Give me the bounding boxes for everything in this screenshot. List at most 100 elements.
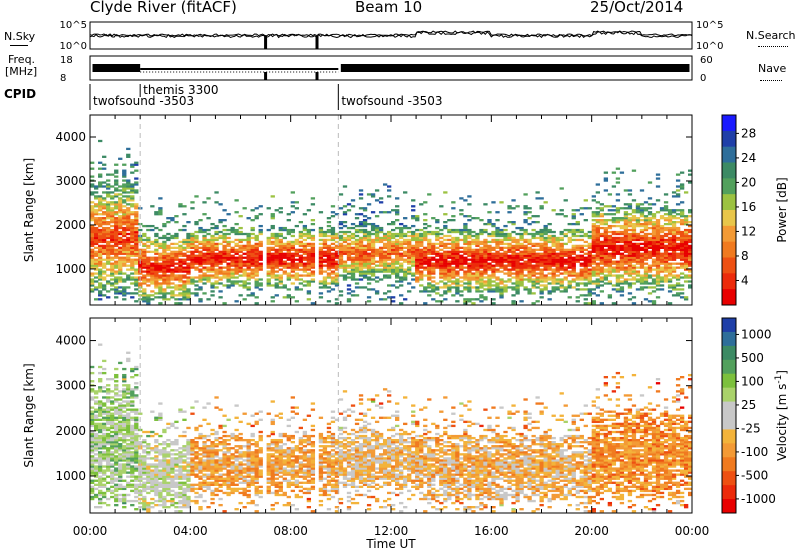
power-cell bbox=[302, 242, 308, 246]
power-cell bbox=[118, 280, 123, 283]
velocity-cell bbox=[330, 449, 336, 452]
power-cell bbox=[106, 226, 111, 230]
velocity-cell bbox=[362, 428, 368, 432]
velocity-cell bbox=[318, 449, 324, 452]
power-cell bbox=[98, 274, 103, 277]
velocity-cell bbox=[254, 479, 259, 482]
power-cell bbox=[346, 276, 352, 279]
velocity-cell bbox=[130, 443, 135, 446]
power-cell bbox=[198, 262, 203, 265]
velocity-cell bbox=[346, 465, 352, 468]
velocity-cell bbox=[190, 449, 195, 452]
power-cell bbox=[206, 254, 211, 257]
velocity-cell bbox=[110, 378, 115, 381]
power-cell bbox=[90, 209, 95, 212]
velocity-cell bbox=[306, 436, 312, 440]
velocity-cell bbox=[178, 477, 183, 480]
power-cell bbox=[102, 232, 107, 236]
power-cell bbox=[94, 197, 99, 200]
velocity-cell bbox=[150, 463, 155, 466]
velocity-cell bbox=[230, 436, 235, 440]
power-cell bbox=[266, 207, 271, 210]
velocity-cell bbox=[439, 451, 444, 454]
power-cell bbox=[150, 294, 155, 297]
power-cell bbox=[334, 276, 340, 279]
power-cell bbox=[403, 270, 408, 273]
velocity-cell bbox=[130, 376, 135, 379]
velocity-cell bbox=[435, 459, 440, 462]
power-cell bbox=[130, 238, 135, 242]
velocity-cell bbox=[154, 499, 159, 503]
velocity-cell bbox=[226, 491, 231, 495]
power-cell bbox=[386, 238, 392, 242]
velocity-cell bbox=[439, 479, 444, 482]
power-cell bbox=[90, 207, 95, 210]
power-cell bbox=[350, 290, 356, 293]
power-cell bbox=[278, 228, 283, 232]
velocity-cell bbox=[286, 495, 291, 499]
velocity-cell bbox=[146, 501, 151, 505]
power-cell bbox=[234, 262, 239, 265]
velocity-cell bbox=[154, 418, 159, 421]
power-cell bbox=[334, 282, 340, 285]
velocity-cell bbox=[294, 455, 299, 458]
power-cell bbox=[366, 288, 372, 291]
velocity-cell bbox=[222, 465, 227, 468]
power-cell bbox=[98, 252, 103, 255]
power-cell bbox=[114, 163, 119, 166]
velocity-cell bbox=[110, 465, 115, 468]
power-cell bbox=[294, 268, 299, 271]
velocity-cell bbox=[166, 487, 171, 491]
power-cell bbox=[102, 262, 107, 265]
velocity-cell bbox=[254, 449, 259, 452]
velocity-cell bbox=[118, 449, 123, 452]
velocity-cell bbox=[94, 414, 99, 417]
power-cell bbox=[306, 256, 312, 259]
velocity-cell bbox=[110, 400, 115, 403]
power-cell bbox=[166, 254, 171, 257]
velocity-cell bbox=[310, 402, 316, 405]
velocity-cell bbox=[354, 453, 360, 456]
power-cell bbox=[118, 266, 123, 269]
power-cell bbox=[290, 228, 295, 232]
velocity-cell bbox=[242, 438, 247, 442]
power-cell bbox=[98, 246, 103, 249]
power-cell bbox=[162, 268, 167, 271]
power-cell bbox=[106, 173, 111, 176]
velocity-cell bbox=[214, 430, 219, 434]
power-cell bbox=[378, 258, 384, 261]
velocity-cell bbox=[210, 447, 215, 450]
velocity-cell bbox=[354, 463, 360, 466]
power-cell bbox=[298, 232, 303, 236]
velocity-cell bbox=[322, 457, 328, 460]
power-cell bbox=[326, 217, 332, 220]
velocity-cell bbox=[342, 475, 348, 478]
velocity-cell bbox=[274, 443, 279, 446]
power-cell bbox=[170, 262, 175, 265]
velocity-cell bbox=[250, 461, 255, 464]
power-cell bbox=[166, 286, 171, 289]
power-cell bbox=[174, 294, 179, 297]
power-cell bbox=[415, 244, 420, 248]
power-cell bbox=[254, 252, 259, 255]
velocity-cell bbox=[234, 475, 239, 478]
velocity-cell bbox=[386, 390, 392, 393]
power-cell bbox=[395, 280, 400, 283]
power-cell bbox=[90, 211, 95, 214]
velocity-cell bbox=[202, 453, 207, 456]
velocity-cell bbox=[130, 428, 135, 432]
power-cell bbox=[246, 272, 251, 275]
power-cell bbox=[146, 280, 151, 283]
velocity-cell bbox=[403, 432, 408, 436]
power-cell bbox=[330, 242, 336, 246]
power-cell bbox=[114, 254, 119, 257]
velocity-cell bbox=[330, 473, 336, 476]
power-cell bbox=[338, 242, 344, 246]
velocity-cell bbox=[174, 449, 179, 452]
velocity-cell bbox=[126, 434, 131, 438]
power-cell bbox=[366, 193, 372, 196]
power-cell bbox=[266, 228, 271, 232]
velocity-cell bbox=[210, 441, 215, 444]
power-cell bbox=[342, 276, 348, 279]
velocity-cell bbox=[306, 481, 312, 484]
